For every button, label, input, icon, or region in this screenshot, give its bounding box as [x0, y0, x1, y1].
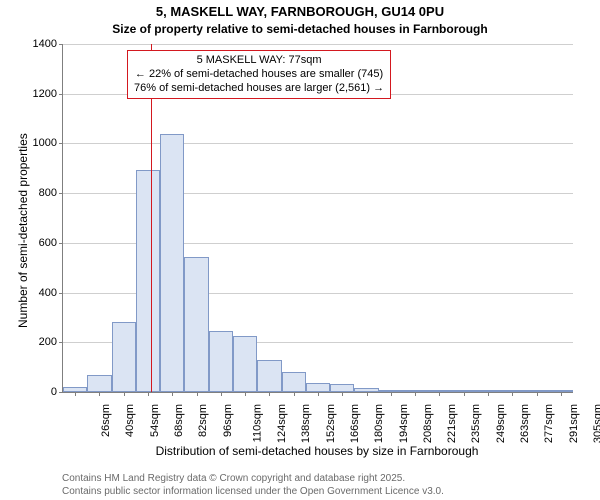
y-tick-label: 600	[39, 237, 63, 249]
x-tick-mark	[172, 392, 173, 396]
x-tick-label: 221sqm	[446, 404, 458, 443]
annotation-box: 5 MASKELL WAY: 77sqm← 22% of semi-detach…	[127, 50, 391, 99]
histogram-bar	[330, 384, 354, 392]
x-tick-mark	[294, 392, 295, 396]
annotation-line: ← 22% of semi-detached houses are smalle…	[134, 68, 384, 82]
histogram-bar	[112, 322, 136, 392]
histogram-bar	[184, 257, 208, 392]
x-tick-mark	[221, 392, 222, 396]
x-tick-label: 152sqm	[325, 404, 337, 443]
x-tick-mark	[488, 392, 489, 396]
x-tick-mark	[342, 392, 343, 396]
histogram-bar	[209, 331, 233, 392]
y-tick-label: 200	[39, 336, 63, 348]
footer-line-1: Contains HM Land Registry data © Crown c…	[62, 472, 444, 485]
x-tick-mark	[439, 392, 440, 396]
x-tick-label: 194sqm	[398, 404, 410, 443]
x-tick-mark	[245, 392, 246, 396]
x-tick-label: 305sqm	[592, 404, 600, 443]
x-tick-mark	[512, 392, 513, 396]
histogram-bar	[87, 375, 111, 392]
x-tick-mark	[269, 392, 270, 396]
x-tick-label: 235sqm	[471, 404, 483, 443]
x-tick-label: 291sqm	[568, 404, 580, 443]
histogram-bar	[257, 360, 281, 392]
x-tick-label: 124sqm	[276, 404, 288, 443]
x-axis-label: Distribution of semi-detached houses by …	[62, 444, 572, 458]
chart-title: 5, MASKELL WAY, FARNBOROUGH, GU14 0PU	[0, 4, 600, 19]
x-tick-mark	[197, 392, 198, 396]
x-tick-label: 82sqm	[197, 404, 209, 437]
x-tick-label: 68sqm	[173, 404, 185, 437]
histogram-bar	[233, 336, 257, 392]
x-tick-mark	[99, 392, 100, 396]
histogram-bar	[306, 383, 330, 392]
footer-attribution: Contains HM Land Registry data © Crown c…	[62, 472, 444, 498]
y-tick-label: 0	[51, 386, 63, 398]
x-tick-label: 166sqm	[349, 404, 361, 443]
y-axis-label: Number of semi-detached properties	[16, 133, 30, 328]
annotation-line: 5 MASKELL WAY: 77sqm	[134, 54, 384, 68]
x-tick-mark	[75, 392, 76, 396]
y-tick-label: 400	[39, 287, 63, 299]
chart-subtitle: Size of property relative to semi-detach…	[0, 22, 600, 36]
x-tick-mark	[367, 392, 368, 396]
x-tick-label: 263sqm	[519, 404, 531, 443]
x-tick-mark	[318, 392, 319, 396]
plot-area: 020040060080010001200140026sqm40sqm54sqm…	[62, 44, 573, 393]
y-tick-label: 800	[39, 187, 63, 199]
x-tick-label: 180sqm	[373, 404, 385, 443]
y-tick-label: 1400	[33, 38, 63, 50]
x-tick-mark	[537, 392, 538, 396]
gridline	[63, 44, 573, 45]
y-tick-label: 1000	[33, 137, 63, 149]
x-tick-mark	[464, 392, 465, 396]
y-tick-label: 1200	[33, 88, 63, 100]
x-tick-mark	[148, 392, 149, 396]
x-tick-mark	[561, 392, 562, 396]
x-tick-mark	[415, 392, 416, 396]
x-tick-label: 249sqm	[495, 404, 507, 443]
x-tick-label: 110sqm	[251, 404, 263, 442]
x-tick-mark	[391, 392, 392, 396]
x-tick-label: 96sqm	[222, 404, 234, 437]
histogram-bar	[282, 372, 306, 392]
histogram-bar	[160, 134, 184, 393]
x-tick-label: 208sqm	[422, 404, 434, 443]
x-tick-mark	[124, 392, 125, 396]
footer-line-2: Contains public sector information licen…	[62, 485, 444, 498]
annotation-line: 76% of semi-detached houses are larger (…	[134, 82, 384, 96]
x-tick-label: 26sqm	[100, 404, 112, 437]
x-tick-label: 138sqm	[301, 404, 313, 443]
gridline	[63, 143, 573, 144]
x-tick-label: 277sqm	[543, 404, 555, 443]
x-tick-label: 54sqm	[149, 404, 161, 437]
x-tick-label: 40sqm	[124, 404, 136, 437]
histogram-bar	[136, 170, 160, 392]
